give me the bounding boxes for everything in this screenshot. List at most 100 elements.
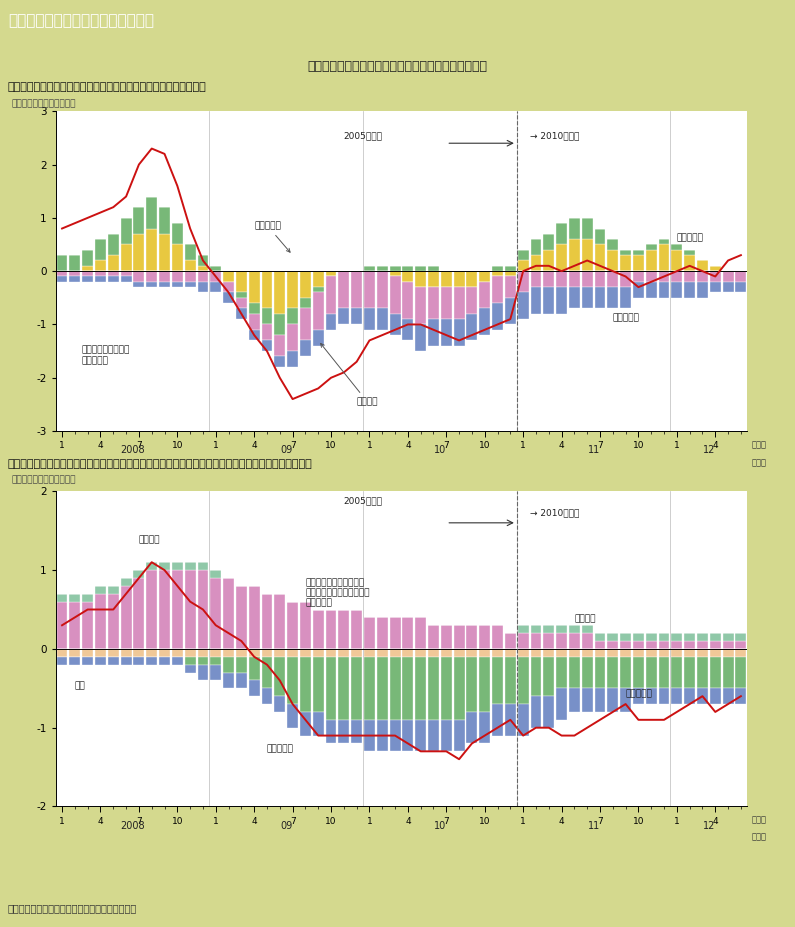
Bar (620, 272, 631, 287)
Bar (249, 330, 260, 340)
Bar (95, 272, 106, 276)
Bar (543, 633, 554, 649)
Bar (134, 208, 145, 234)
Bar (211, 570, 221, 578)
Bar (211, 282, 221, 293)
Bar (684, 633, 695, 641)
Bar (684, 282, 695, 298)
Bar (146, 282, 157, 287)
Bar (223, 578, 234, 649)
Bar (723, 688, 734, 705)
Bar (710, 656, 721, 688)
Bar (197, 282, 208, 293)
Bar (197, 255, 208, 266)
Bar (646, 250, 657, 272)
Bar (108, 276, 118, 282)
Bar (415, 719, 426, 751)
Bar (697, 633, 708, 641)
Bar (351, 272, 362, 309)
Bar (620, 688, 631, 712)
Bar (620, 641, 631, 649)
Bar (723, 282, 734, 293)
Bar (377, 272, 388, 309)
Text: サービス: サービス (320, 344, 378, 406)
Bar (121, 245, 131, 272)
Bar (300, 272, 311, 298)
Bar (530, 272, 541, 287)
Bar (454, 649, 464, 656)
Bar (172, 272, 183, 282)
Bar (121, 218, 131, 245)
Bar (479, 712, 491, 743)
Bar (530, 656, 541, 696)
Bar (134, 578, 145, 649)
Bar (697, 260, 708, 272)
Bar (505, 705, 516, 736)
Bar (556, 625, 567, 633)
Bar (287, 272, 298, 309)
Bar (607, 272, 619, 287)
Bar (672, 272, 682, 282)
Text: 生鮮食品を除く総合
（折れ線）: 生鮮食品を除く総合 （折れ線） (81, 346, 130, 365)
Bar (441, 272, 452, 287)
Text: その他の財: その他の財 (254, 222, 290, 252)
Bar (607, 633, 619, 641)
Bar (646, 282, 657, 298)
Bar (236, 656, 246, 673)
Bar (56, 594, 68, 602)
Bar (121, 276, 131, 282)
Bar (197, 266, 208, 272)
Bar (56, 656, 68, 665)
Bar (697, 649, 708, 656)
Bar (223, 673, 234, 688)
Bar (184, 282, 196, 287)
Bar (274, 649, 285, 656)
Bar (339, 656, 349, 719)
Bar (351, 656, 362, 719)
Bar (530, 625, 541, 633)
Bar (530, 255, 541, 272)
Bar (415, 656, 426, 719)
Bar (454, 719, 464, 751)
Text: 食料: 食料 (75, 681, 86, 691)
Bar (492, 625, 503, 649)
Bar (710, 641, 721, 649)
Bar (543, 250, 554, 272)
Bar (633, 688, 644, 705)
Bar (390, 313, 401, 336)
Text: 12: 12 (703, 446, 715, 455)
Bar (390, 272, 401, 276)
Bar (467, 272, 477, 287)
Bar (172, 649, 183, 656)
Bar (377, 309, 388, 330)
Bar (518, 260, 529, 272)
Bar (710, 633, 721, 641)
Bar (56, 255, 68, 272)
Bar (582, 649, 592, 656)
Bar (211, 665, 221, 680)
Bar (108, 594, 118, 649)
Bar (710, 266, 721, 272)
Bar (454, 319, 464, 346)
Bar (467, 656, 477, 712)
Bar (710, 688, 721, 705)
Bar (569, 272, 580, 287)
Bar (402, 719, 413, 751)
Bar (364, 272, 375, 309)
Bar (249, 314, 260, 330)
Bar (543, 656, 554, 696)
Text: （月）: （月） (751, 815, 766, 824)
Bar (556, 272, 567, 287)
Bar (287, 656, 298, 705)
Bar (95, 586, 106, 594)
Text: 11: 11 (588, 446, 599, 455)
Bar (197, 656, 208, 665)
Bar (211, 578, 221, 649)
Bar (249, 303, 260, 313)
Bar (211, 649, 221, 656)
Bar (428, 625, 439, 649)
Bar (672, 688, 682, 705)
Bar (595, 229, 606, 245)
Bar (684, 649, 695, 656)
Bar (505, 272, 516, 276)
